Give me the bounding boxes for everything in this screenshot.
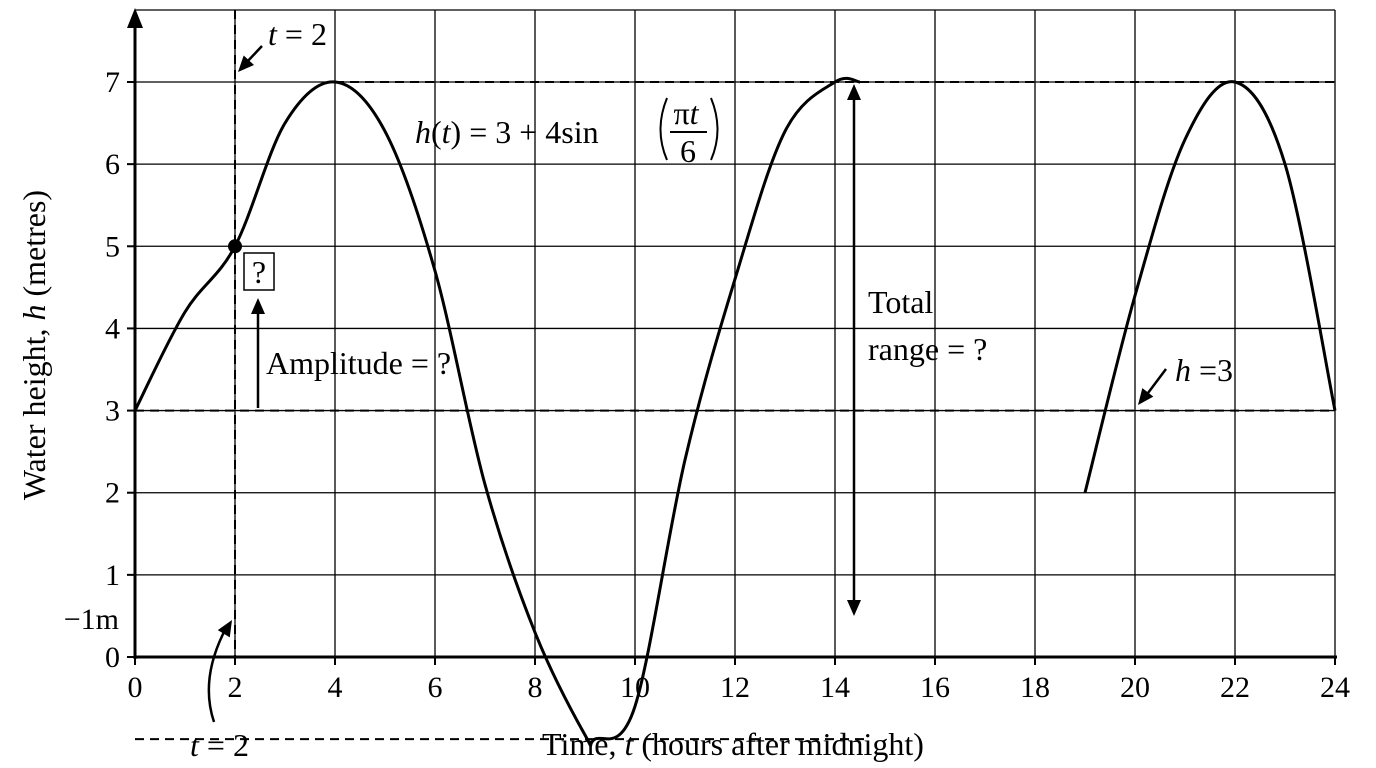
svg-text:6: 6 <box>680 133 696 169</box>
series-curve <box>133 76 1337 748</box>
svg-text:πt: πt <box>673 95 699 131</box>
h3-arrowhead <box>1138 388 1154 405</box>
y-tick-label-6: 6 <box>105 148 120 181</box>
x-tick-label-14: 14 <box>820 671 850 704</box>
curve-segment-0 <box>133 76 861 748</box>
axes <box>127 8 1337 665</box>
y-tick-label-7: 7 <box>105 66 120 99</box>
y-tick-label-0: 0 <box>105 641 120 674</box>
h3-label: h =3 <box>1175 352 1233 388</box>
y-tick-label-2: 2 <box>105 477 120 510</box>
x-tick-label-12: 12 <box>720 671 750 704</box>
y-tick-label-4: 4 <box>105 312 120 345</box>
h3-arrow-shaft <box>1147 368 1167 394</box>
question-box <box>243 252 275 291</box>
annotation-arrows <box>207 45 1167 723</box>
t2-top-arrowhead <box>238 55 254 72</box>
curve-segment-1 <box>1083 80 1337 494</box>
y-axis-arrowhead <box>127 8 143 28</box>
amplitude-label: Amplitude = ? <box>266 345 451 381</box>
x-tick-label-24: 24 <box>1320 671 1350 704</box>
x-tick-label-18: 18 <box>1020 671 1050 704</box>
formula-label: h(t) = 3 + 4sin πt 6 <box>415 95 719 169</box>
range-label-line2: range = ? <box>868 331 987 367</box>
t2-top-label: t = 2 <box>268 16 327 52</box>
x-tick-label-4: 4 <box>328 671 343 704</box>
amplitude-arrowhead <box>251 298 265 314</box>
y-tick-label-3: 3 <box>105 395 120 428</box>
x-tick-label-16: 16 <box>920 671 950 704</box>
x-tick-label-22: 22 <box>1220 671 1250 704</box>
range-arrowhead-bottom <box>847 600 861 616</box>
svg-text:h(t) = 3 + 4sin: h(t) = 3 + 4sin <box>415 114 599 150</box>
x-tick-label-2: 2 <box>228 671 243 704</box>
x-tick-label-6: 6 <box>428 671 443 704</box>
minimum-label: −1m <box>64 603 119 636</box>
y-axis-title: Water height, h (metres) <box>16 190 52 500</box>
x-tick-label-10: 10 <box>620 671 650 704</box>
t2-bottom-label: t = 2 <box>190 727 249 763</box>
x-tick-label-0: 0 <box>128 671 143 704</box>
x-tick-label-20: 20 <box>1120 671 1150 704</box>
t2-bottom-arrow-shaft <box>207 631 226 723</box>
range-label-line1: Total <box>868 284 933 320</box>
x-tick-label-8: 8 <box>528 671 543 704</box>
y-tick-label-5: 5 <box>105 230 120 263</box>
question-mark: ? <box>252 254 266 290</box>
range-arrowhead-top <box>847 84 861 100</box>
t2-bottom-arrowhead <box>217 620 232 638</box>
marked-point <box>228 239 242 254</box>
grid <box>135 9 1336 657</box>
x-axis-title: Time, t (hours after midnight) <box>542 726 924 762</box>
y-tick-label-1: 1 <box>105 559 120 592</box>
